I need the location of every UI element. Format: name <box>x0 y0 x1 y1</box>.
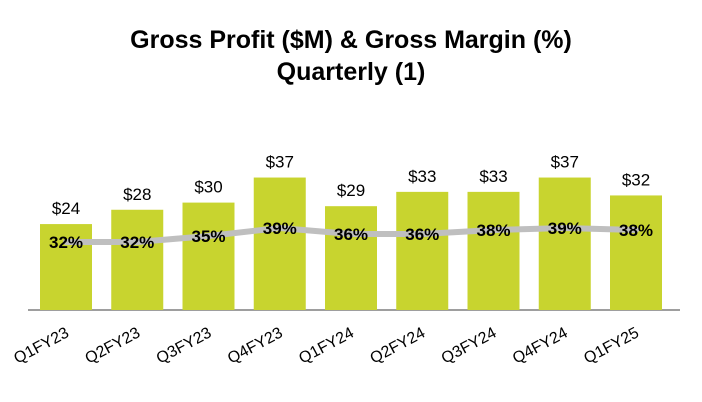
bar-value-label: $37 <box>551 153 579 172</box>
margin-value-label: 32% <box>49 233 83 252</box>
x-tick-label: Q4FY23 <box>225 324 286 367</box>
bar-value-label: $32 <box>622 170 650 189</box>
bar-value-label: $29 <box>337 181 365 200</box>
bar-value-label: $30 <box>194 178 222 197</box>
bar <box>40 224 92 310</box>
bar <box>253 177 306 310</box>
bar <box>610 195 662 310</box>
margin-value-label: 36% <box>334 225 368 244</box>
bar-value-label: $28 <box>123 185 151 204</box>
chart-title: Gross Profit ($M) & Gross Margin (%) <box>130 26 572 54</box>
x-tick-label: Q1FY23 <box>11 324 72 367</box>
bar <box>396 191 449 310</box>
bar <box>538 177 591 310</box>
bar <box>182 202 235 310</box>
margin-value-label: 38% <box>476 221 510 240</box>
margin-value-label: 32% <box>120 233 154 252</box>
x-tick-label: Q2FY24 <box>368 324 429 367</box>
bar <box>467 191 520 310</box>
bar <box>111 209 164 310</box>
margin-value-label: 35% <box>191 227 225 246</box>
margin-value-label: 39% <box>548 219 582 238</box>
bar-value-label: $33 <box>408 167 436 186</box>
x-tick-label: Q3FY23 <box>154 324 215 367</box>
x-tick-label: Q1FY25 <box>581 324 642 367</box>
margin-value-label: 36% <box>405 225 439 244</box>
x-tick-label: Q2FY23 <box>83 324 144 367</box>
x-tick-label: Q4FY24 <box>510 324 571 367</box>
bar-value-label: $24 <box>52 199 80 218</box>
margin-value-label: 38% <box>619 221 653 240</box>
bar-value-label: $33 <box>479 167 507 186</box>
x-tick-label: Q3FY24 <box>439 324 500 367</box>
bar-value-label: $37 <box>266 153 294 172</box>
bar <box>325 206 377 310</box>
chart-subtitle: Quarterly (1) <box>276 58 426 86</box>
margin-value-label: 39% <box>263 219 297 238</box>
x-tick-label: Q1FY24 <box>296 324 357 367</box>
margin-line <box>63 225 639 245</box>
